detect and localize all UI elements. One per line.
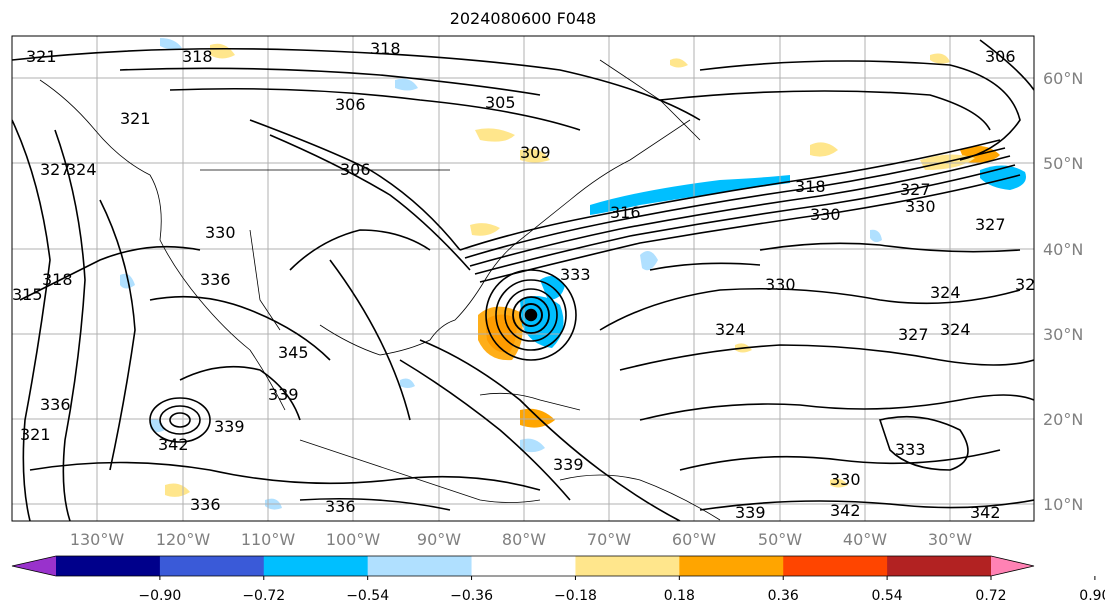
lon-label: 40°W: [843, 530, 887, 549]
contour-label: 333: [560, 265, 591, 284]
colorbar-segment: [56, 556, 161, 576]
contour-label: 324: [66, 160, 97, 179]
contour-label: 321: [1015, 275, 1046, 294]
colorbar-tick-label: −0.18: [554, 588, 597, 604]
contour-label: 306: [340, 160, 371, 179]
colorbar-tick-label: −0.90: [138, 588, 181, 604]
lon-label: 90°W: [417, 530, 461, 549]
contour-label: 318: [182, 47, 213, 66]
latitude-labels: 60°N 50°N 40°N 30°N 20°N 10°N: [1043, 69, 1083, 514]
colorbar-segment: [471, 556, 576, 576]
contour-label: 318: [795, 177, 826, 196]
contour-label: 330: [205, 223, 236, 242]
contour-label: 336: [40, 395, 71, 414]
contour-lines: [12, 39, 1034, 521]
contour-label: 324: [715, 320, 746, 339]
contour-label: 318: [42, 270, 73, 289]
contour-label: 339: [214, 417, 245, 436]
contour-label-group: 321 318 318 306 306 321 324 327 305 309 …: [12, 39, 1046, 522]
colorbar-tick-label: 0.54: [872, 588, 903, 604]
colorbar-tick-label: 0.72: [975, 588, 1006, 604]
contour-label: 305: [485, 93, 516, 112]
contour-label: 336: [190, 495, 221, 514]
contour-label: 327: [898, 325, 929, 344]
lat-label: 10°N: [1043, 495, 1083, 514]
lat-label: 30°N: [1043, 325, 1083, 344]
contour-label: 339: [268, 385, 299, 404]
coastlines: [39, 59, 721, 521]
lat-label: 60°N: [1043, 69, 1083, 88]
storm-circulation: [485, 269, 577, 361]
contour-label: 342: [970, 503, 1001, 522]
contour-label: 330: [765, 275, 796, 294]
colorbar-extend-max: [991, 556, 1034, 576]
map-border: [11, 35, 1035, 522]
colorbar-segment: [159, 556, 265, 576]
contour-label: 324: [930, 283, 961, 302]
lon-label: 80°W: [502, 530, 546, 549]
contour-label: 324: [940, 320, 971, 339]
contour-label: 336: [325, 497, 356, 516]
colorbar-segment: [887, 556, 992, 576]
colorbar-tick-label: 0.90: [1079, 588, 1105, 604]
map-title: 2024080600 F048: [449, 9, 597, 28]
lon-label: 70°W: [587, 530, 631, 549]
lat-label: 40°N: [1043, 240, 1083, 259]
contour-label: 321: [120, 109, 151, 128]
colorbar-segment: [263, 556, 369, 576]
contour-label: 306: [985, 47, 1016, 66]
contour-label: 321: [20, 425, 51, 444]
contour-label: 330: [905, 197, 936, 216]
colorbar-tick-label: 0.36: [768, 588, 799, 604]
colorbar-segment: [783, 556, 888, 576]
contour-label: 342: [158, 435, 189, 454]
colorbar-tick-label: −0.36: [450, 588, 493, 604]
contour-label: 342: [830, 501, 861, 520]
colorbar-tick-label: −0.54: [346, 588, 389, 604]
lon-label: 120°W: [156, 530, 211, 549]
contour-label: 315: [12, 285, 43, 304]
colorbar-tick-label: −0.72: [242, 588, 285, 604]
contour-label: 330: [830, 470, 861, 489]
colorbar: −0.90 −0.72 −0.54 −0.36 −0.18 0.18 0.36 0.54 0.7…: [11, 555, 1105, 604]
lon-label: 110°W: [241, 530, 296, 549]
lon-label: 100°W: [326, 530, 381, 549]
contour-label: 316: [610, 203, 641, 222]
contour-label: 339: [553, 455, 584, 474]
contour-label: 330: [810, 205, 841, 224]
contour-label: 327: [40, 160, 71, 179]
contour-label: 327: [975, 215, 1006, 234]
lon-label: 30°W: [928, 530, 972, 549]
colorbar-extend-min: [12, 556, 56, 576]
contour-label: 321: [26, 47, 57, 66]
contour-label: 339: [735, 503, 766, 522]
contour-label: 345: [278, 343, 309, 362]
colorbar-segment: [679, 556, 784, 576]
colorbar-segment: [367, 556, 473, 576]
contour-label: 318: [370, 39, 401, 58]
contour-label: 327: [900, 180, 931, 199]
contour-label: 309: [520, 143, 551, 162]
longitude-labels: 130°W 120°W 110°W 100°W 90°W 80°W 70°W 6…: [70, 530, 972, 549]
colorbar-segment: [575, 556, 680, 576]
colorbar-tick-label: 0.18: [664, 588, 695, 604]
lon-label: 50°W: [758, 530, 802, 549]
lon-label: 130°W: [70, 530, 125, 549]
lon-label: 60°W: [672, 530, 716, 549]
contour-label: 333: [895, 440, 926, 459]
contour-label: 336: [200, 270, 231, 289]
lat-label: 50°N: [1043, 154, 1083, 173]
contour-label: 306: [335, 95, 366, 114]
lat-label: 20°N: [1043, 410, 1083, 429]
